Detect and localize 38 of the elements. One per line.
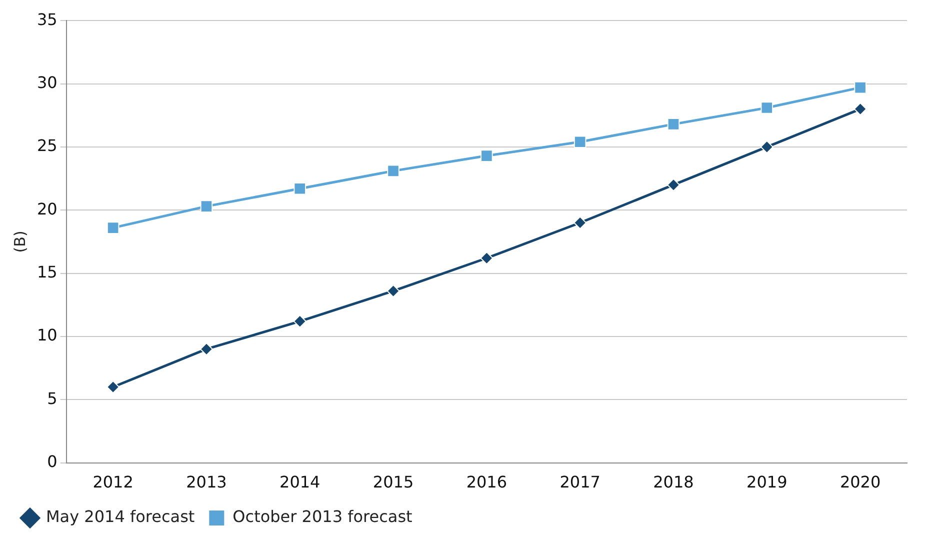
x-tick-label: 2012 <box>92 472 134 492</box>
x-tick-label: 2018 <box>653 472 694 492</box>
point <box>574 216 587 230</box>
y-tick-label: 25 <box>37 136 58 156</box>
point <box>386 284 400 298</box>
point <box>293 314 306 328</box>
x-tick-label: 2015 <box>372 472 414 492</box>
point <box>760 102 774 114</box>
y-tick-label: 35 <box>37 10 58 29</box>
point <box>200 200 213 212</box>
x-tick-label: 2016 <box>466 472 508 492</box>
y-tick-label: 30 <box>37 72 58 92</box>
point <box>106 222 120 234</box>
point <box>574 136 586 148</box>
point <box>294 182 306 195</box>
y-tick-label: 0 <box>47 452 58 471</box>
point <box>387 164 400 178</box>
x-tick-label: 2013 <box>186 472 227 492</box>
x-tick-label: 2017 <box>560 472 600 492</box>
x-tick-label: 2019 <box>746 472 788 492</box>
point <box>667 118 680 130</box>
point <box>200 342 213 356</box>
y-tick-label: 15 <box>37 262 58 282</box>
point <box>854 81 866 94</box>
legend-label: May 2014 forecast <box>46 507 195 526</box>
legend-label: October 2013 forecast <box>232 507 412 526</box>
point <box>480 252 494 265</box>
x-tick-label: 2014 <box>280 472 320 492</box>
point <box>480 150 493 162</box>
y-tick-label: 20 <box>37 199 58 218</box>
point <box>760 140 774 154</box>
point <box>854 102 867 116</box>
y-axis-title: (B) <box>10 230 29 253</box>
y-tick-label: 10 <box>37 326 58 345</box>
point <box>106 380 120 394</box>
point <box>666 178 680 192</box>
x-tick-label: 2020 <box>840 472 881 492</box>
y-tick-label: 5 <box>47 388 58 408</box>
